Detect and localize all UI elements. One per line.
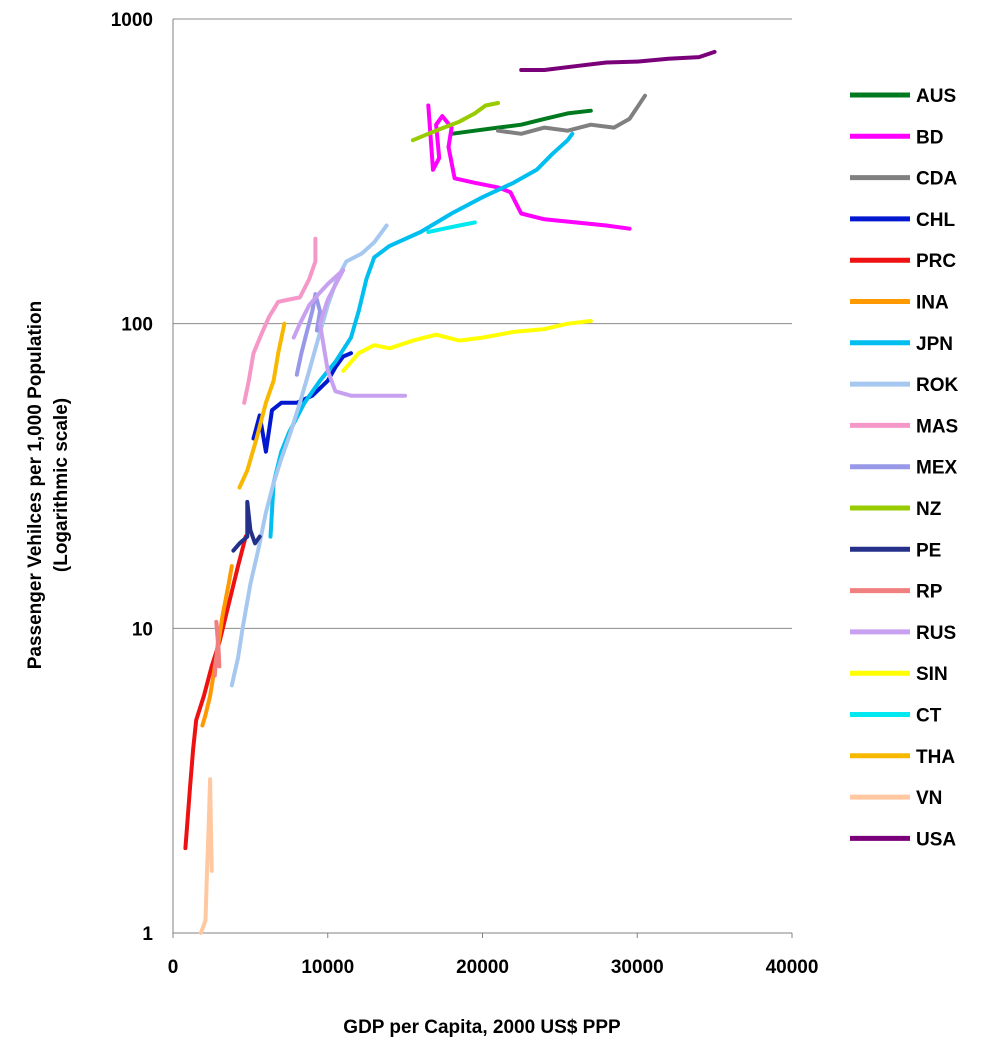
series-line-rp — [212, 619, 222, 678]
x-tick-label: 0 — [168, 957, 179, 978]
y-axis-title: Passenger Vehilces per 1,000 Population — [25, 301, 46, 670]
series-line-nz — [410, 101, 500, 143]
x-axis-title: GDP per Capita, 2000 US$ PPP — [343, 1017, 621, 1038]
series-line-usa — [519, 49, 717, 72]
legend-label-mex: MEX — [916, 458, 958, 479]
legend-label-aus: AUS — [916, 86, 956, 107]
legend-label-chl: CHL — [916, 210, 955, 231]
series-line-ct — [426, 220, 477, 234]
legend-label-ina: INA — [916, 293, 949, 314]
y-tick-label: 100 — [121, 315, 153, 336]
legend-label-vn: VN — [916, 788, 942, 809]
legend-label-cda: CDA — [916, 169, 957, 190]
series-line-rok — [229, 223, 389, 688]
x-tick-label: 40000 — [766, 957, 819, 978]
series-line-mas — [242, 236, 318, 405]
legend-label-mas: MAS — [916, 416, 958, 437]
legend-label-nz: NZ — [916, 499, 942, 520]
legend-label-ct: CT — [916, 706, 942, 727]
series-lines — [183, 49, 717, 935]
y-axis-subtitle: (Logarithmic scale) — [51, 398, 72, 572]
series-line-chl — [251, 351, 353, 454]
legend-label-usa: USA — [916, 829, 956, 850]
y-tick-label: 10 — [132, 619, 153, 640]
legend-label-rp: RP — [916, 582, 943, 603]
series-line-cda — [496, 93, 647, 136]
series-line-mex — [294, 292, 322, 377]
series-line-rus — [291, 268, 408, 398]
y-tick-label: 1 — [142, 924, 153, 945]
legend-label-rus: RUS — [916, 623, 956, 644]
legend-label-bd: BD — [916, 127, 943, 148]
series-line-prc — [183, 534, 248, 851]
legend-label-pe: PE — [916, 540, 941, 561]
x-tick-label: 20000 — [456, 957, 509, 978]
x-tick-label: 10000 — [301, 957, 354, 978]
series-line-vn — [198, 777, 214, 935]
series-line-pe — [231, 499, 262, 553]
series-line-tha — [237, 321, 287, 490]
legend-label-sin: SIN — [916, 664, 948, 685]
legend: AUS BD CDA CHL PRC INA JPN ROK MAS MEX NZ PE RP RUS SI… — [850, 86, 959, 850]
series-line-aus — [449, 108, 593, 136]
series-line-sin — [341, 319, 593, 373]
series-line-bd — [426, 103, 632, 231]
legend-label-rok: ROK — [916, 375, 959, 396]
legend-label-jpn: JPN — [916, 334, 953, 355]
x-tick-label: 30000 — [611, 957, 664, 978]
legend-label-tha: THA — [916, 747, 955, 768]
gridlines — [173, 18, 792, 629]
legend-label-prc: PRC — [916, 251, 956, 272]
series-line-jpn — [268, 131, 575, 539]
y-tick-label: 1000 — [111, 10, 153, 31]
